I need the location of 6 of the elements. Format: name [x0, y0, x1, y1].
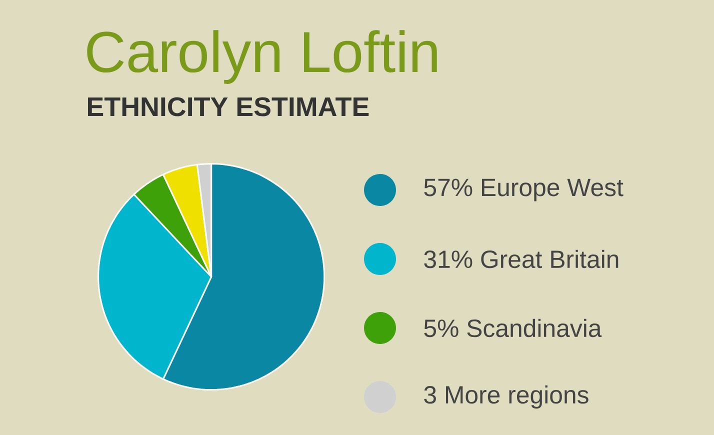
chart-title: Carolyn Loftin	[87, 30, 437, 84]
legend-label: 57% Europe West	[424, 178, 624, 202]
legend-label: 5% Scandinavia	[424, 318, 602, 338]
legend-label: 31% Great Britain	[424, 250, 618, 268]
chart-subtitle: ETHNICITY ESTIMATE	[88, 97, 369, 116]
legend-label: 3 More regions	[424, 385, 588, 409]
